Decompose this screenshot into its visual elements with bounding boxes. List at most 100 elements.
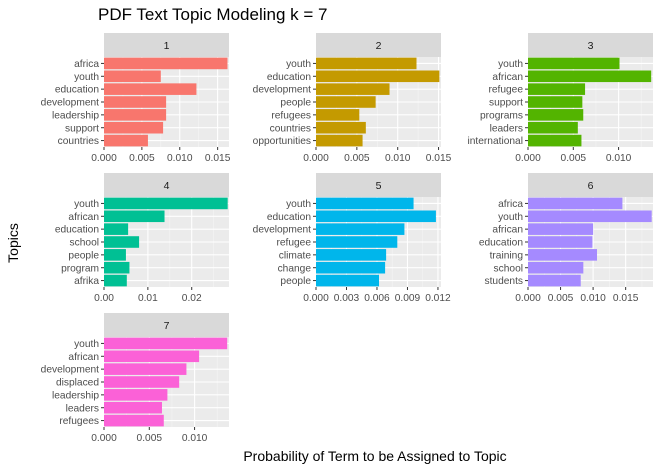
bar-afrika: [104, 274, 127, 287]
term-label: youth: [74, 339, 99, 350]
bar-education: [104, 223, 129, 235]
term-label: leadership: [52, 110, 99, 121]
bar-youth: [528, 210, 652, 223]
bar-development: [104, 363, 187, 375]
bar-international: [528, 134, 582, 147]
term-label: african: [68, 212, 99, 223]
bar-people: [316, 96, 376, 108]
facet-strip-label: 3: [588, 40, 594, 52]
bar-countries: [104, 134, 148, 147]
term-label: development: [41, 365, 100, 376]
term-label: education: [479, 238, 523, 249]
term-label: leaders: [66, 403, 99, 414]
bar-education: [316, 70, 440, 83]
facet-strip: [316, 173, 441, 197]
x-tick-label: 0.02: [182, 293, 202, 304]
term-label: people: [280, 98, 311, 109]
x-tick-label: 0.00: [94, 293, 114, 304]
term-label: youth: [498, 59, 523, 70]
bar-leaders: [104, 401, 162, 414]
bar-people: [316, 274, 380, 287]
bar-training: [528, 249, 598, 261]
term-label: leadership: [52, 390, 99, 401]
bar-african: [104, 210, 165, 223]
bar-youth: [104, 70, 161, 83]
term-label: support: [489, 98, 523, 109]
x-tick-label: 0.01: [138, 293, 158, 304]
x-tick-label: 0.000: [515, 293, 541, 304]
facet-panel-5: 5 youth education development refugeeclimate…: [253, 173, 451, 304]
term-label: refugees: [59, 416, 99, 427]
bar-school: [528, 261, 584, 274]
bar-youth: [104, 197, 228, 210]
x-tick-label: 0.005: [561, 153, 587, 164]
term-label: refugee: [276, 238, 311, 249]
x-tick-label: 0.010: [606, 153, 632, 164]
term-label: education: [55, 85, 99, 96]
x-tick-label: 0.000: [515, 153, 541, 164]
x-tick-label: 0.010: [385, 153, 411, 164]
term-label: development: [253, 85, 312, 96]
term-label: african: [492, 225, 523, 236]
term-label: school: [494, 263, 523, 274]
bar-refugees: [104, 414, 164, 427]
x-tick-label: 0.009: [395, 293, 421, 304]
bar-leadership: [104, 389, 168, 401]
term-label: development: [41, 98, 100, 109]
term-label: refugees: [271, 110, 311, 121]
x-tick-label: 0.015: [613, 293, 639, 304]
y-axis-label: Topics: [5, 223, 21, 263]
x-tick-label: 0.000: [303, 153, 329, 164]
bar-african: [528, 70, 652, 83]
bar-education: [316, 210, 436, 223]
x-tick-label: 0.010: [167, 153, 193, 164]
term-label: programs: [480, 110, 523, 121]
term-label: school: [70, 238, 99, 249]
x-tick-label: 0.005: [129, 153, 155, 164]
term-label: people: [68, 250, 99, 261]
facet-strip: [104, 173, 229, 197]
bar-africa: [528, 197, 623, 210]
bar-african: [104, 350, 200, 363]
bar-education: [528, 236, 593, 248]
term-label: leaders: [490, 123, 523, 134]
term-label: african: [492, 72, 523, 83]
x-tick-label: 0.015: [205, 153, 231, 164]
term-label: education: [267, 212, 311, 223]
term-label: youth: [74, 199, 99, 210]
x-tick-label: 0.005: [344, 153, 370, 164]
bar-leadership: [104, 109, 167, 121]
term-label: countries: [270, 123, 311, 134]
term-label: people: [280, 276, 311, 287]
facet-strip: [104, 33, 229, 57]
bar-change: [316, 261, 386, 274]
facet-strip-label: 7: [164, 320, 170, 332]
facet-strip: [104, 313, 229, 337]
term-label: youth: [286, 59, 311, 70]
facet-strip-label: 6: [588, 180, 594, 192]
term-label: afrika: [74, 276, 99, 287]
term-label: countries: [58, 136, 99, 147]
term-label: climate: [279, 250, 312, 261]
term-label: support: [65, 123, 99, 134]
x-tick-label: 0.006: [364, 293, 390, 304]
facet-panel-1: 1 africa youth education developmentleadersh…: [41, 33, 231, 164]
bar-refugee: [316, 236, 398, 248]
bar-africa: [104, 57, 228, 70]
term-label: program: [61, 263, 99, 274]
facet-strip-label: 1: [164, 40, 170, 52]
bar-youth: [104, 337, 228, 350]
term-label: african: [68, 352, 99, 363]
bar-program: [104, 261, 130, 274]
term-label: change: [278, 263, 312, 274]
facet-panel-2: 2 youth education development peoplerefugees…: [253, 33, 452, 164]
facet-strip: [528, 33, 653, 57]
term-label: education: [267, 72, 311, 83]
term-label: africa: [74, 59, 99, 70]
term-label: youth: [286, 199, 311, 210]
bar-support: [528, 96, 583, 108]
